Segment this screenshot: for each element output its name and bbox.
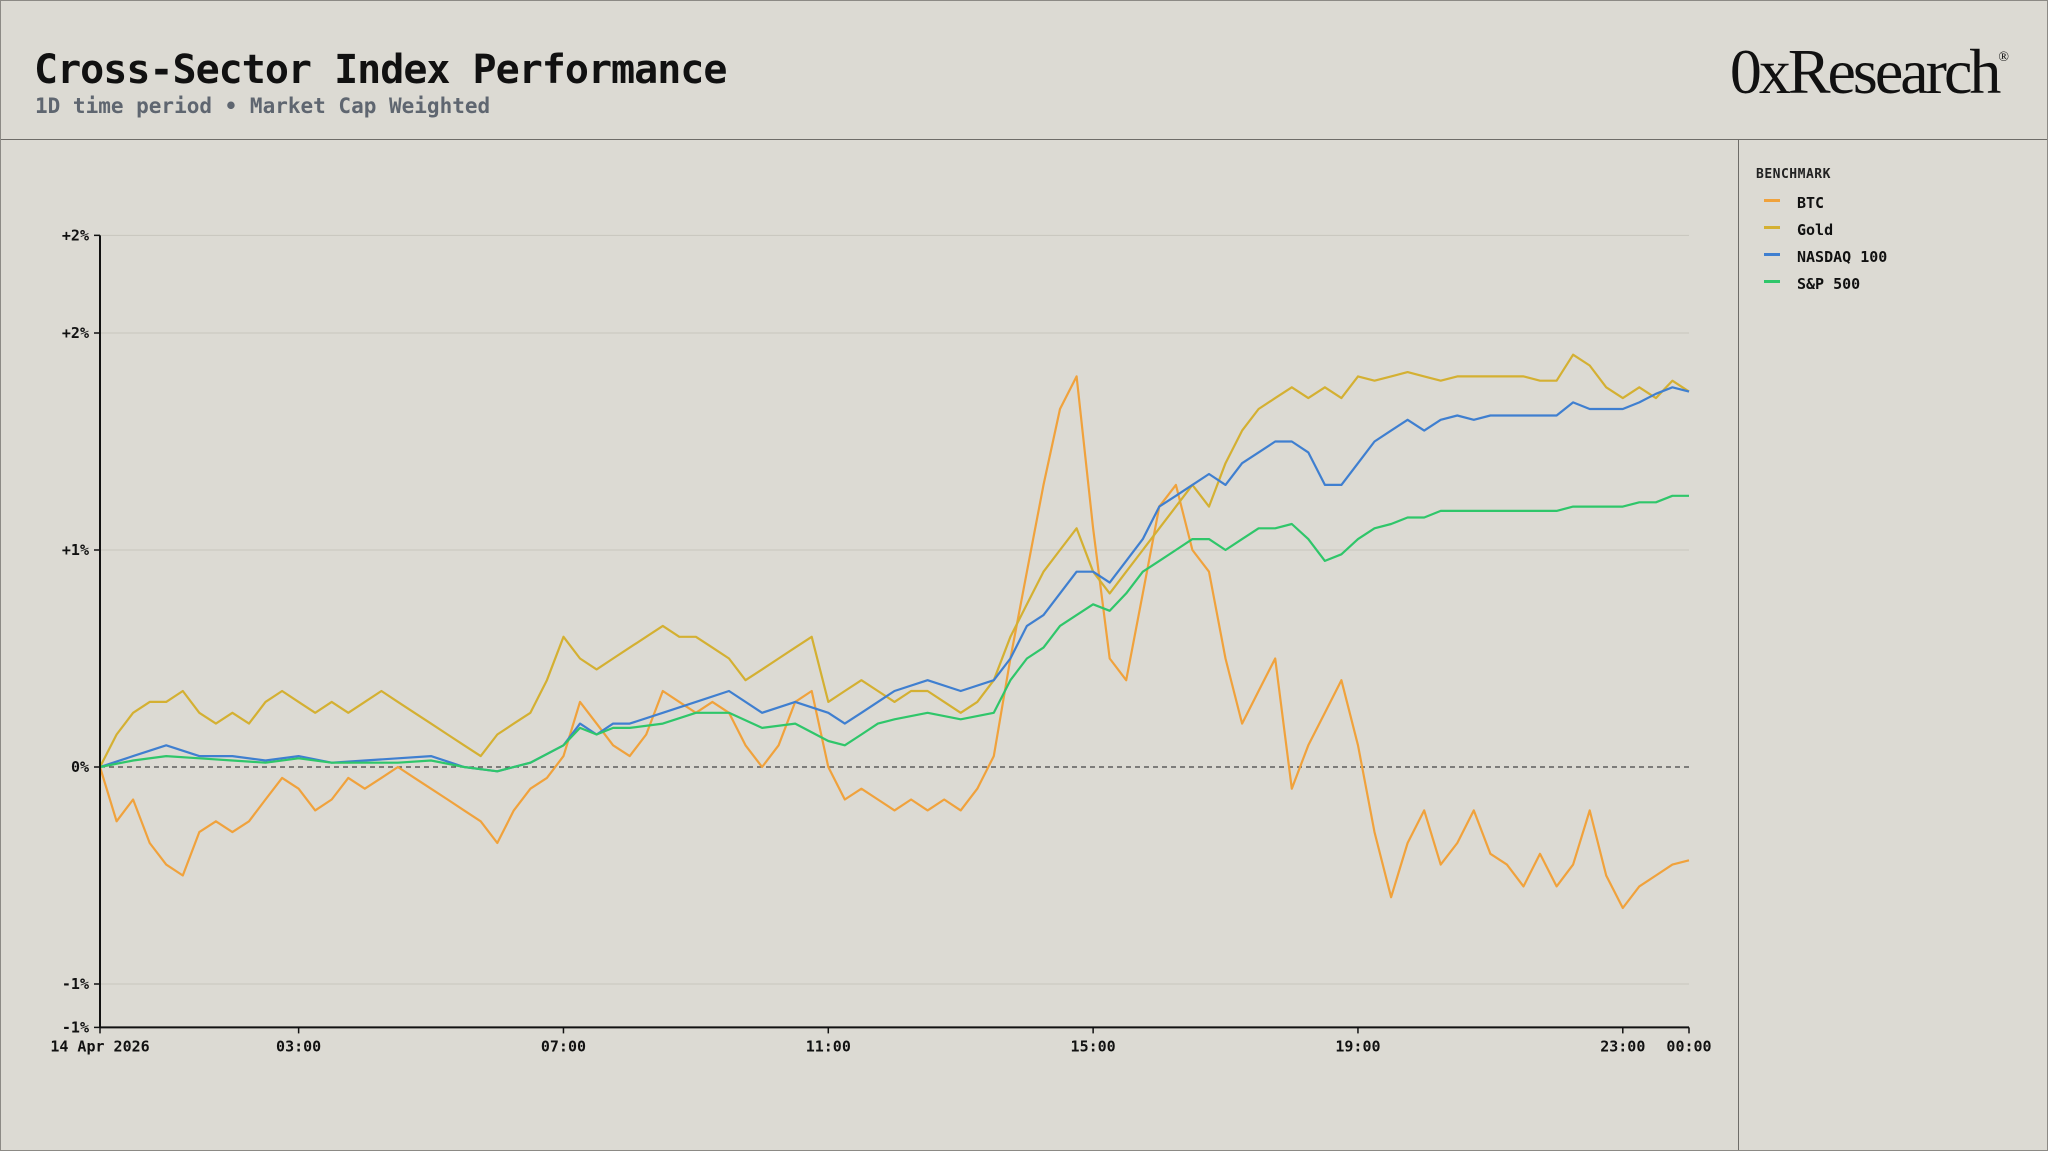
- brand-logo-text: 0xResearch: [1729, 36, 2002, 107]
- legend-label-sp500: S&P 500: [1797, 275, 1861, 293]
- x-tick-label-7: 00:00: [1666, 1037, 1711, 1055]
- legend-label-btc: BTC: [1797, 194, 1825, 212]
- series-line-s-p-500: [99, 494, 1689, 773]
- y-tick-label-3: 0%: [71, 758, 89, 776]
- legend-label-nasdaq: NASDAQ 100: [1797, 248, 1888, 266]
- x-tick-label-0: 14 Apr 2026: [50, 1037, 149, 1055]
- x-tick-label-1: 03:00: [276, 1037, 321, 1055]
- legend-swatch-btc: [1764, 199, 1780, 202]
- x-tick-label-6: 23:00: [1600, 1037, 1645, 1055]
- chart-subtitle: 1D time period • Market Cap Weighted: [35, 94, 491, 118]
- legend-item-gold[interactable]: Gold: [1764, 218, 2024, 240]
- x-tick-label-2: 07:00: [541, 1037, 586, 1055]
- y-tick-label-4: -1%: [62, 975, 89, 993]
- x-tick-label-4: 15:00: [1071, 1037, 1116, 1055]
- series-line-gold: [99, 353, 1690, 768]
- legend-item-sp500[interactable]: S&P 500: [1764, 272, 2024, 294]
- legend-item-btc[interactable]: BTC: [1764, 191, 2024, 213]
- x-tick-label-5: 19:00: [1335, 1037, 1380, 1055]
- legend-swatch-sp500: [1764, 280, 1780, 283]
- series-line-btc: [98, 375, 1690, 910]
- y-tick-label-2: +1%: [62, 541, 89, 559]
- legend-swatch-nasdaq: [1764, 253, 1780, 256]
- chart-title: Cross-Sector Index Performance: [34, 47, 727, 93]
- brand-logo: 0xResearch®: [1730, 35, 2009, 109]
- line-chart: +2%+2%+1%0%-1%-1%14 Apr 2026 03:00 07:00 11…: [50, 226, 1711, 1055]
- y-tick-label-5: -1%: [62, 1018, 89, 1036]
- y-tick-label-0: +2%: [62, 226, 89, 244]
- legend-title: BENCHMARK: [1756, 167, 1831, 182]
- legend-item-nasdaq[interactable]: NASDAQ 100: [1764, 245, 2024, 267]
- legend-swatch-gold: [1764, 226, 1780, 229]
- legend-panel: BENCHMARK BTC Gold NASDAQ 100 S&P 500: [1738, 140, 2048, 1150]
- legend-label-gold: Gold: [1797, 221, 1834, 239]
- header: Cross-Sector Index Performance 1D time p…: [1, 1, 2047, 140]
- registered-mark: ®: [1998, 49, 2009, 65]
- y-tick-label-1: +2%: [62, 324, 89, 342]
- x-tick-label-3: 11:00: [806, 1037, 851, 1055]
- series-line-nasdaq-100: [99, 386, 1690, 773]
